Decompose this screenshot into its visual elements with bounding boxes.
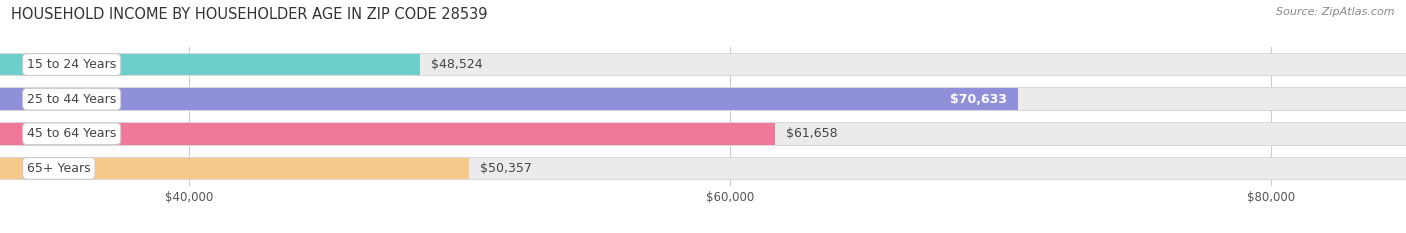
Text: $61,658: $61,658 xyxy=(786,127,838,140)
Bar xyxy=(0,89,1018,110)
Text: HOUSEHOLD INCOME BY HOUSEHOLDER AGE IN ZIP CODE 28539: HOUSEHOLD INCOME BY HOUSEHOLDER AGE IN Z… xyxy=(11,7,488,22)
Bar xyxy=(0,123,775,144)
Text: $50,357: $50,357 xyxy=(479,162,531,175)
Text: Source: ZipAtlas.com: Source: ZipAtlas.com xyxy=(1277,7,1395,17)
Text: 65+ Years: 65+ Years xyxy=(27,162,90,175)
Text: 45 to 64 Years: 45 to 64 Years xyxy=(27,127,117,140)
Text: 15 to 24 Years: 15 to 24 Years xyxy=(27,58,117,71)
Bar xyxy=(0,89,1406,110)
Bar xyxy=(0,158,470,179)
Bar xyxy=(0,157,1406,180)
Bar xyxy=(0,54,420,75)
Text: $70,633: $70,633 xyxy=(950,93,1007,106)
Bar xyxy=(0,122,1406,146)
Bar xyxy=(0,54,1406,75)
Text: $48,524: $48,524 xyxy=(430,58,482,71)
Bar xyxy=(0,53,1406,76)
Text: 25 to 44 Years: 25 to 44 Years xyxy=(27,93,117,106)
Bar xyxy=(0,123,1406,144)
Bar xyxy=(0,158,1406,179)
Bar xyxy=(0,87,1406,111)
